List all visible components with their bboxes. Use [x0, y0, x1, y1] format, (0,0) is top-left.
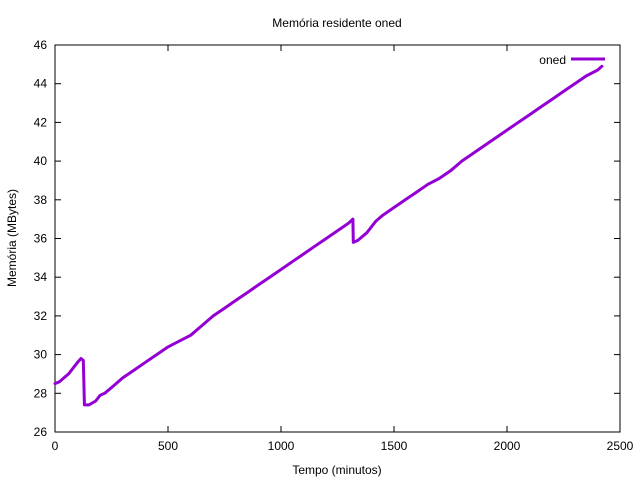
y-tick-label: 38 [34, 193, 48, 207]
y-axis: 26 28 30 32 34 36 38 40 42 44 46 [34, 38, 620, 439]
x-tick-label: 2500 [607, 439, 634, 453]
chart-title: Memória residente oned [272, 16, 401, 30]
y-tick-label: 40 [34, 154, 48, 168]
series-layer [53, 64, 604, 407]
x-axis-label: Tempo (minutos) [292, 463, 381, 477]
y-tick-label: 42 [34, 115, 48, 129]
y-tick-label: 32 [34, 309, 48, 323]
x-tick-label: 1000 [268, 439, 295, 453]
plot-frame [54, 44, 621, 433]
x-axis: 0 500 1000 1500 2000 2500 [52, 45, 634, 453]
x-tick-label: 500 [158, 439, 178, 453]
y-tick-label: 28 [34, 386, 48, 400]
legend: oned [539, 53, 605, 67]
x-tick-label: 1500 [381, 439, 408, 453]
series-line-oned [53, 64, 604, 407]
y-tick-label: 46 [34, 38, 48, 52]
y-tick-label: 30 [34, 348, 48, 362]
y-tick-label: 36 [34, 232, 48, 246]
x-tick-label: 0 [52, 439, 59, 453]
y-tick-label: 26 [34, 425, 48, 439]
legend-label-oned: oned [539, 53, 566, 67]
x-tick-label: 2000 [494, 439, 521, 453]
y-axis-label: Memória (MBytes) [5, 189, 19, 287]
y-tick-label: 34 [34, 270, 48, 284]
y-tick-label: 44 [34, 77, 48, 91]
